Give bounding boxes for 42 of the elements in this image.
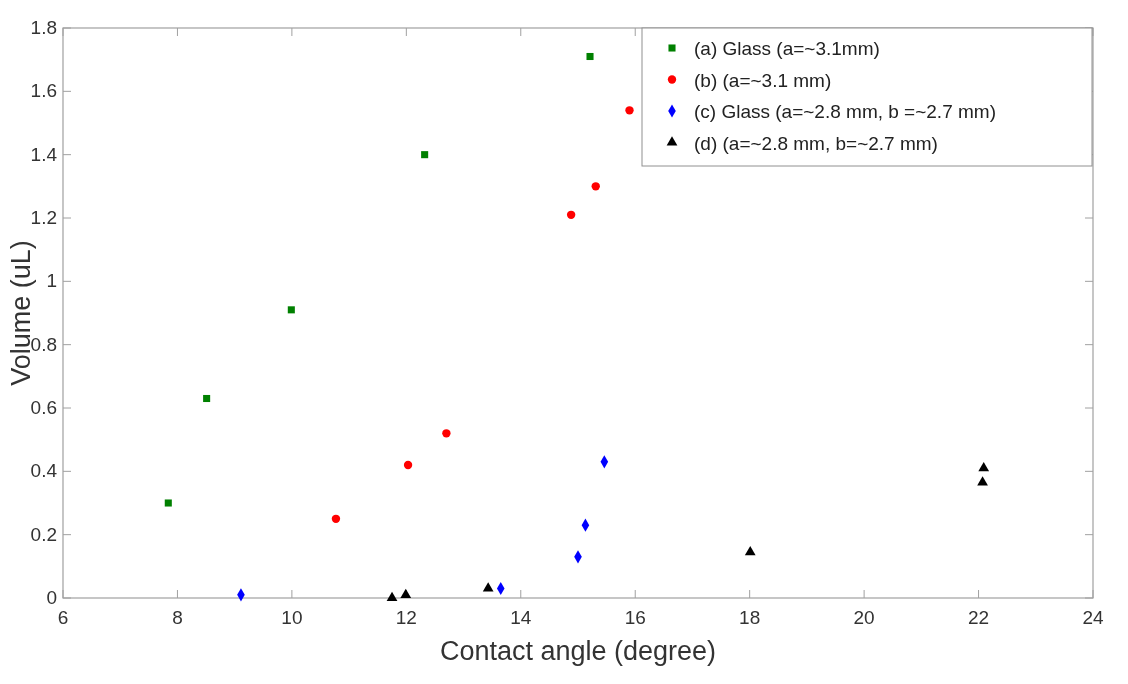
- point: [977, 476, 988, 486]
- y-tick-label: 1.8: [30, 17, 57, 38]
- legend-label: (b) (a=~3.1 mm): [694, 69, 832, 91]
- y-tick-label: 1.4: [30, 143, 58, 165]
- point: [386, 591, 398, 602]
- legend-label: (d) (a=~2.8 mm, b=~2.7 mm): [694, 132, 938, 154]
- point: [403, 460, 413, 470]
- point: [442, 429, 451, 438]
- y-tick-label: 0.4: [30, 460, 58, 482]
- x-tick-label: 10: [281, 607, 303, 628]
- point: [591, 182, 600, 191]
- point: [978, 461, 990, 472]
- x-tick-label: 22: [967, 607, 990, 628]
- legend-label: (c) Glass (a=~2.8 mm, b =~2.7 mm): [694, 101, 996, 122]
- x-tick-label: 12: [395, 607, 417, 628]
- x-tick-label: 24: [1082, 607, 1104, 628]
- x-tick-label: 20: [853, 607, 875, 628]
- legend-label: (a) Glass (a=~3.1mm): [694, 38, 880, 59]
- y-tick-label: 1.6: [30, 80, 57, 102]
- point: [421, 151, 429, 159]
- x-tick-label: 14: [510, 607, 532, 628]
- point: [203, 394, 211, 403]
- point: [400, 588, 412, 598]
- point: [287, 306, 295, 314]
- y-tick-label: 0.2: [30, 523, 57, 545]
- point: [566, 210, 576, 220]
- point: [744, 545, 756, 556]
- x-tick-label: 8: [172, 607, 183, 628]
- y-tick-label: 1: [46, 270, 57, 292]
- point: [331, 514, 341, 524]
- x-tick-label: 16: [624, 607, 646, 628]
- point: [586, 52, 594, 61]
- x-tick-label: 18: [739, 607, 761, 628]
- point: [625, 106, 634, 115]
- y-tick-label: 0.8: [30, 333, 57, 355]
- x-axis-title: Contact angle (degree): [439, 636, 717, 666]
- point: [482, 582, 494, 592]
- y-tick-label: 1.2: [30, 207, 57, 228]
- y-tick-label: 0.6: [30, 397, 57, 418]
- x-tick-label: 6: [57, 607, 69, 628]
- point: [164, 499, 172, 507]
- y-tick-label: 0: [46, 587, 57, 608]
